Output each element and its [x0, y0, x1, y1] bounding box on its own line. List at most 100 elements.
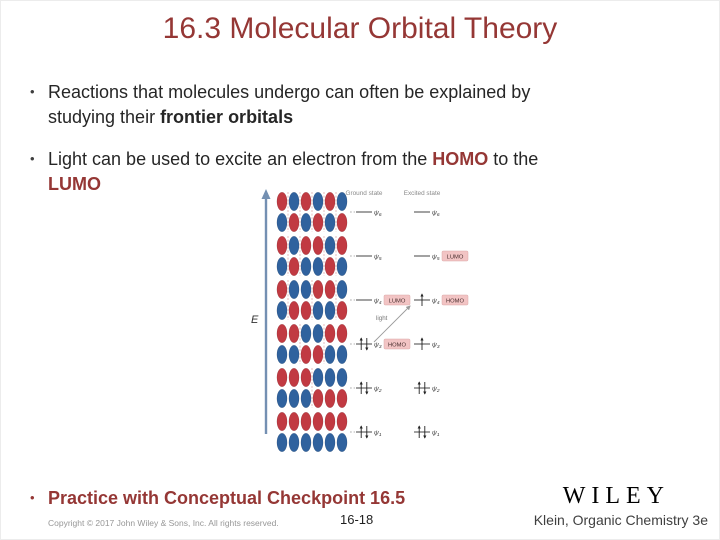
orbital-lobe-top: [324, 323, 336, 344]
orbital-lobe-top: [324, 191, 336, 212]
orbital-lobe-top: [288, 279, 300, 300]
orbital-label: ψ6: [432, 209, 440, 218]
orbital-label: ψ1: [432, 429, 440, 438]
orbital-lobe-top: [276, 235, 288, 256]
orbital-lobe-top: [336, 279, 348, 300]
text-segment: Reactions that molecules undergo can oft…: [48, 82, 531, 102]
orbital-lobe-bottom: [324, 256, 336, 277]
orbital-lobe-bottom: [336, 388, 348, 409]
psi-subscript: 2: [378, 388, 382, 394]
psi-symbol: ψ: [432, 341, 437, 348]
orbital-lobe-bottom: [336, 300, 348, 321]
text-line: studying their frontier orbitals: [48, 105, 530, 130]
orbital-lobe-top: [312, 323, 324, 344]
frontier-tag-label: LUMO: [389, 298, 406, 304]
book-credit: Klein, Organic Chemistry 3e: [533, 512, 708, 528]
orbital-label: ψ2: [374, 385, 382, 394]
orbital-lobe-top: [288, 367, 300, 388]
orbital-lobe-bottom: [276, 344, 288, 365]
orbital-lobe-top: [336, 411, 348, 432]
slide-title: 16.3 Molecular Orbital Theory: [162, 12, 558, 45]
orbital-lobe-bottom: [312, 432, 324, 453]
orbital-lobe-bottom: [324, 212, 336, 233]
orbital-lobe-bottom: [324, 432, 336, 453]
orbital-lobe-top: [276, 367, 288, 388]
psi-symbol: ψ: [374, 341, 379, 348]
page-number: 16-18: [340, 512, 374, 527]
orbital-lobe-bottom: [300, 432, 312, 453]
orbital-lobe-top: [276, 411, 288, 432]
orbital-lobe-bottom: [276, 432, 288, 453]
bullet-list: • Reactions that molecules undergo can of…: [30, 80, 694, 214]
psi-subscript: 3: [437, 344, 440, 350]
orbital-lobe-bottom: [312, 344, 324, 365]
psi-symbol: ψ: [432, 253, 437, 260]
orbital-label: ψ2: [432, 385, 440, 394]
orbital-lobe-bottom: [300, 212, 312, 233]
orbital-label: ψ4: [432, 297, 440, 306]
psi-subscript: 6: [437, 212, 440, 218]
brand-block: WILEY Klein, Organic Chemistry 3e: [534, 483, 708, 528]
orbital-lobe-top: [288, 191, 300, 212]
orbital-lobe-bottom: [288, 344, 300, 365]
psi-subscript: 4: [379, 300, 382, 306]
psi-symbol: ψ: [432, 385, 437, 392]
orbital-lobe-top: [300, 367, 312, 388]
orbital-lobe-bottom: [324, 344, 336, 365]
practice-text: Practice with Conceptual Checkpoint 16.5: [48, 488, 406, 508]
psi-symbol: ψ: [374, 209, 379, 216]
text-segment: frontier orbitals: [160, 107, 294, 127]
orbital-label: ψ6: [374, 209, 382, 218]
copyright-note: Copyright © 2017 John Wiley & Sons, Inc.…: [48, 518, 279, 528]
psi-symbol: ψ: [374, 385, 379, 392]
psi-subscript: 2: [436, 388, 440, 394]
orbital-lobe-top: [300, 323, 312, 344]
orbital-lobe-bottom: [288, 212, 300, 233]
orbital-lobe-top: [276, 279, 288, 300]
light-arrow: [373, 305, 411, 343]
orbital-lobe-top: [288, 411, 300, 432]
orbital-lobe-bottom: [300, 256, 312, 277]
frontier-tag-box: [441, 294, 469, 306]
orbital-lobe-bottom: [276, 256, 288, 277]
orbital-label: ψ5: [374, 253, 382, 262]
ground-state-header: Ground state: [346, 190, 383, 197]
text-line: Light can be used to excite an electron …: [48, 147, 538, 172]
orbital-lobe-top: [312, 411, 324, 432]
psi-symbol: ψ: [374, 297, 379, 304]
bullet-item: • Reactions that molecules undergo can of…: [30, 80, 694, 130]
psi-symbol: ψ: [432, 297, 437, 304]
text-segment: LUMO: [48, 174, 101, 194]
frontier-tag-label: LUMO: [447, 254, 464, 260]
orbital-lobe-top: [276, 191, 288, 212]
orbital-lobe-top: [324, 367, 336, 388]
excited-state-header: Excited state: [404, 190, 441, 197]
bullet-marker: •: [30, 490, 35, 505]
orbital-lobe-top: [324, 235, 336, 256]
orbital-lobe-top: [312, 367, 324, 388]
orbital-label: ψ4: [374, 297, 382, 306]
frontier-tag-box: [441, 250, 469, 262]
text-segment: studying their: [48, 107, 161, 127]
energy-axis-arrowhead: [261, 189, 271, 199]
psi-symbol: ψ: [374, 253, 379, 260]
text-segment: HOMO: [432, 149, 489, 169]
mo-diagram: E Ground state Excited state ψ6 ψ6 ψ5 ψ5 LUMO ψ4…: [246, 182, 478, 456]
orbital-lobe-top: [300, 411, 312, 432]
orbital-lobe-top: [288, 235, 300, 256]
mo-drawing: [276, 191, 348, 233]
orbital-lobe-top: [336, 191, 348, 212]
orbital-lobe-bottom: [312, 212, 324, 233]
orbital-lobe-bottom: [300, 344, 312, 365]
orbital-lobe-bottom: [288, 256, 300, 277]
psi-symbol: ψ: [432, 209, 437, 216]
orbital-label: ψ3: [432, 341, 440, 350]
orbital-lobe-top: [312, 235, 324, 256]
orbital-label: ψ3: [374, 341, 382, 350]
practice-bullet: • Practice with Conceptual Checkpoint 16…: [30, 486, 405, 510]
orbital-lobe-bottom: [300, 300, 312, 321]
orbital-lobe-top: [300, 279, 312, 300]
frontier-tag-label: HOMO: [388, 342, 407, 348]
